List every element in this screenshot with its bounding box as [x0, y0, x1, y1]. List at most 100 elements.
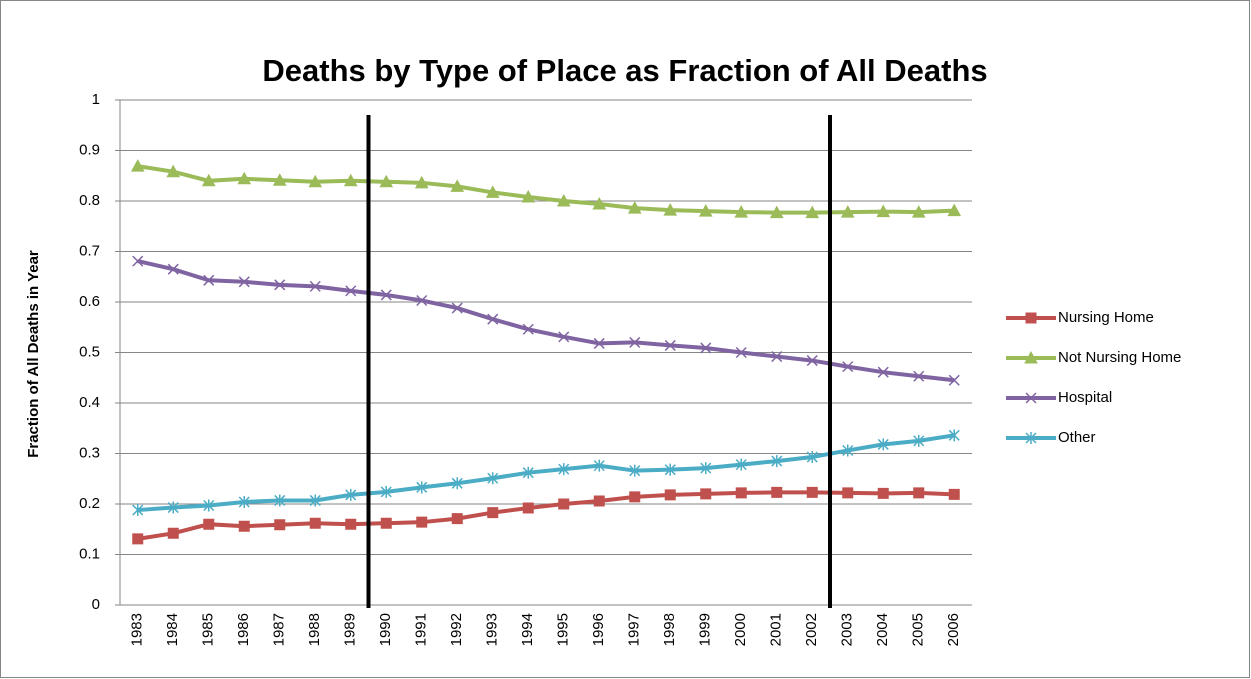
data-point: [629, 464, 641, 477]
legend-marker: [1025, 432, 1037, 444]
x-tick-label: 1983: [129, 613, 146, 646]
data-point: [806, 486, 818, 498]
x-tick-label: 2004: [874, 613, 891, 646]
legend-label: Hospital: [1058, 389, 1112, 406]
data-point: [629, 491, 641, 503]
data-point: [487, 507, 499, 519]
data-point: [380, 517, 392, 529]
data-point: [700, 342, 712, 354]
data-point: [877, 438, 889, 451]
data-point: [592, 196, 607, 210]
x-tick-label: 1999: [697, 613, 714, 646]
data-point: [664, 463, 676, 476]
x-tick-label: 1988: [306, 613, 323, 646]
data-point: [593, 337, 605, 349]
data-point: [166, 164, 181, 178]
data-point: [771, 351, 783, 363]
data-point: [698, 204, 713, 217]
data-point: [948, 374, 960, 386]
data-point: [238, 520, 250, 532]
data-point: [451, 477, 463, 490]
series-line: [137, 433, 955, 513]
y-tick-label: 1: [92, 91, 100, 108]
data-point: [380, 289, 392, 301]
series-line: [137, 259, 955, 383]
data-point: [947, 203, 962, 217]
legend-marker: [1025, 312, 1037, 324]
data-point: [345, 518, 357, 530]
data-point: [948, 429, 960, 442]
data-point: [274, 279, 286, 291]
x-tick-label: 1992: [448, 613, 465, 646]
data-point: [203, 518, 215, 530]
data-point: [663, 203, 678, 216]
data-point: [451, 302, 463, 314]
y-tick-label: 0.9: [79, 141, 100, 158]
data-point: [913, 370, 925, 382]
data-point: [522, 323, 534, 335]
data-point: [380, 485, 392, 498]
data-point: [842, 444, 854, 457]
data-point: [414, 175, 429, 189]
data-point: [237, 171, 252, 185]
data-point: [735, 458, 747, 471]
data-point: [629, 336, 641, 348]
x-tick-label: 1994: [519, 613, 536, 646]
data-point: [487, 313, 499, 325]
data-point: [272, 173, 287, 186]
data-point: [343, 173, 358, 187]
data-point: [416, 481, 428, 494]
y-tick-label: 0.1: [79, 545, 100, 562]
data-point: [558, 498, 570, 510]
data-point: [238, 495, 250, 508]
data-point: [416, 294, 428, 307]
data-point: [309, 517, 321, 529]
y-tick-label: 0.6: [79, 293, 100, 310]
data-point: [664, 339, 676, 351]
data-point: [877, 366, 889, 378]
data-point: [167, 263, 179, 275]
y-tick-label: 0: [92, 596, 100, 613]
data-point: [132, 255, 144, 267]
data-point: [132, 504, 144, 517]
data-point: [664, 489, 676, 501]
y-tick-label: 0.5: [79, 343, 100, 360]
y-tick-label: 0.7: [79, 242, 100, 259]
data-point: [627, 201, 642, 214]
data-point: [911, 205, 926, 218]
data-point: [450, 179, 465, 192]
data-point: [309, 494, 321, 507]
chart-title: Deaths by Type of Place as Fraction of A…: [262, 53, 987, 88]
data-point: [771, 486, 783, 498]
data-point: [556, 193, 571, 207]
data-point: [735, 487, 747, 499]
data-point: [379, 174, 394, 188]
data-point: [842, 361, 854, 373]
data-point: [735, 346, 747, 359]
x-tick-label: 1998: [661, 613, 678, 646]
series-line: [137, 490, 955, 541]
y-tick-label: 0.4: [79, 394, 100, 411]
data-point: [274, 519, 286, 531]
data-point: [167, 501, 179, 514]
data-point: [132, 533, 144, 545]
data-point: [700, 488, 712, 500]
data-point: [558, 331, 570, 343]
x-tick-label: 1991: [413, 613, 430, 646]
data-point: [309, 280, 321, 292]
data-point: [913, 434, 925, 447]
data-point: [876, 204, 891, 218]
data-point: [238, 276, 250, 288]
x-tick-label: 1984: [164, 613, 181, 646]
x-tick-label: 1989: [342, 613, 359, 646]
x-tick-label: 2000: [732, 613, 749, 646]
data-point: [308, 174, 323, 188]
y-tick-label: 0.8: [79, 192, 100, 209]
x-tick-label: 2001: [768, 613, 785, 646]
data-point: [805, 205, 820, 219]
data-point: [842, 487, 854, 499]
data-point: [485, 185, 500, 198]
legend-label: Not Nursing Home: [1058, 349, 1181, 366]
data-point: [203, 499, 215, 512]
